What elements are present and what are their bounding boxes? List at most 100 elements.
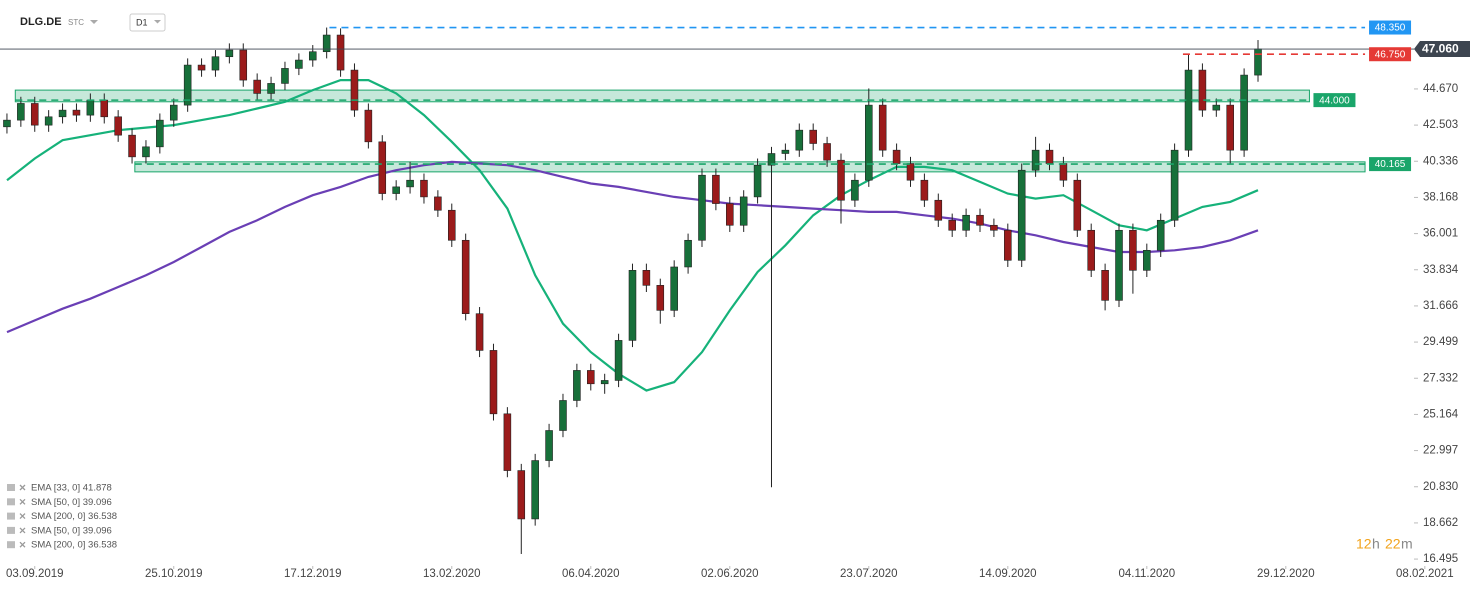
candle-body — [378, 141, 387, 194]
candle-body — [600, 380, 609, 385]
candle-body — [350, 69, 359, 111]
candle-body — [1059, 163, 1068, 181]
candle-body — [990, 224, 998, 231]
candle-body — [114, 116, 122, 136]
x-tick-label: 17.12.2019 — [284, 568, 342, 580]
x-tick-label: 23.07.2020 — [840, 568, 898, 580]
level-label-box — [1313, 93, 1356, 108]
y-tick-label: 36.001 — [1423, 228, 1458, 240]
level-label: 44.000 — [1319, 95, 1350, 106]
interval-select[interactable] — [129, 13, 166, 32]
legend-icon — [7, 484, 15, 491]
candle-body — [976, 214, 984, 226]
candle-body — [1143, 249, 1151, 271]
candle-body — [684, 239, 692, 268]
interval: D1 — [136, 17, 148, 27]
candle-body — [1031, 149, 1040, 171]
x-tick-label: 29.12.2020 — [1257, 568, 1315, 580]
legend-icon — [7, 498, 15, 506]
candle-body — [1198, 69, 1207, 111]
candle-body — [781, 149, 790, 154]
candle-body — [531, 460, 539, 520]
market: STC — [68, 18, 84, 27]
x-tick-label: 02.06.2020 — [701, 568, 759, 580]
candle-body — [30, 103, 39, 126]
level-label-box — [1369, 157, 1412, 172]
candle-body — [628, 270, 637, 341]
candle-body — [197, 64, 206, 71]
y-tick-label: 18.662 — [1423, 517, 1458, 529]
legend-close — [19, 527, 26, 534]
x-tick-label: 14.09.2020 — [979, 568, 1037, 580]
candle-body — [726, 203, 734, 226]
candle-body — [461, 239, 470, 315]
candle-body — [100, 99, 109, 118]
legend-icon — [7, 541, 15, 549]
candle-body — [1087, 229, 1095, 271]
x-tick-label: 08.02.2021 — [1396, 568, 1454, 580]
symbol[interactable]: DLG.DE — [20, 16, 62, 28]
legend-entry: SMA [50, 0] 39.096 — [31, 525, 112, 536]
countdown-unit: h — [1372, 536, 1380, 552]
level-label-box — [1369, 20, 1412, 35]
candle-body — [1045, 149, 1054, 164]
candle-body — [3, 119, 11, 128]
x-tick-label: 06.04.2020 — [562, 568, 620, 580]
legend-close — [19, 498, 26, 505]
candle-body — [698, 174, 706, 241]
y-tick-label: 38.168 — [1423, 191, 1458, 203]
legend-entry: EMA [33, 0] 41.878 — [31, 483, 112, 494]
candle-body — [712, 174, 720, 204]
candle-body — [336, 34, 345, 71]
candle-body — [1073, 179, 1082, 231]
y-tick-label: 31.666 — [1423, 300, 1458, 312]
candle-body — [1170, 149, 1179, 221]
countdown-minutes: 22 — [1385, 536, 1401, 552]
candle-body — [364, 109, 373, 143]
candle-body — [892, 149, 901, 164]
candle-body — [1212, 104, 1221, 111]
candle-body — [962, 214, 970, 231]
candle-body — [559, 400, 567, 431]
y-tick-label: 20.830 — [1423, 481, 1458, 493]
candle-body — [17, 103, 25, 121]
zone — [134, 161, 1366, 173]
candle-body — [239, 49, 248, 81]
candle-body — [587, 370, 595, 385]
legend-entry: SMA [50, 0] 39.096 — [31, 497, 112, 508]
legend-entry: SMA [200, 0] 36.538 — [31, 511, 117, 522]
candle-body — [948, 219, 956, 231]
candle-body — [906, 163, 915, 181]
legend: EMA [33, 0] 41.878 SMA [50, 0] 39.096 SMA … — [7, 483, 117, 551]
candle-body — [837, 159, 845, 201]
candle-body — [489, 350, 498, 415]
legend-close — [19, 484, 26, 491]
plot-area — [0, 26, 1426, 569]
indicator-line — [6, 79, 1259, 392]
candle-body — [1101, 270, 1109, 301]
candle-body — [767, 153, 776, 166]
candle-body — [795, 129, 804, 151]
candle-body — [920, 179, 929, 201]
candle-body — [1115, 229, 1123, 301]
candle-body — [44, 116, 53, 126]
current-price-label: 47.060 — [1422, 42, 1459, 56]
candle-body — [142, 146, 150, 158]
legend-close — [19, 541, 26, 548]
level-label-box — [1369, 47, 1412, 62]
level-label: 40.165 — [1375, 159, 1406, 170]
y-tick-label: 25.164 — [1423, 408, 1459, 420]
candle-body — [545, 430, 553, 461]
dropdown-arrow[interactable] — [90, 20, 98, 24]
candle-body — [865, 104, 873, 181]
candle-body — [72, 109, 81, 116]
candle-body — [58, 109, 67, 118]
candle-body — [420, 179, 428, 198]
candle-body — [211, 56, 220, 71]
candle-body — [86, 99, 95, 116]
candle-body — [809, 129, 817, 144]
level-label: 46.750 — [1375, 49, 1406, 60]
candle-body — [614, 340, 623, 381]
x-tick-label: 04.11.2020 — [1118, 568, 1175, 580]
candle-body — [503, 413, 512, 471]
